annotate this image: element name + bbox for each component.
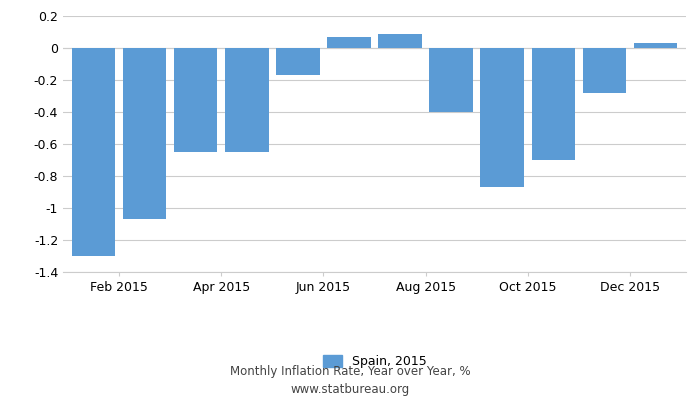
Bar (225, 48, 269, 152)
Bar (378, 34, 421, 48)
Bar (480, 48, 524, 187)
Bar (531, 48, 575, 160)
Bar (276, 48, 320, 75)
Legend: Spain, 2015: Spain, 2015 (318, 350, 431, 373)
Text: Monthly Inflation Rate, Year over Year, %: Monthly Inflation Rate, Year over Year, … (230, 366, 470, 378)
Bar (634, 43, 677, 48)
Text: www.statbureau.org: www.statbureau.org (290, 384, 410, 396)
Bar (123, 48, 167, 219)
Bar (582, 48, 626, 93)
Bar (72, 48, 116, 256)
Bar (328, 37, 371, 48)
Bar (429, 48, 472, 112)
Bar (174, 48, 218, 152)
